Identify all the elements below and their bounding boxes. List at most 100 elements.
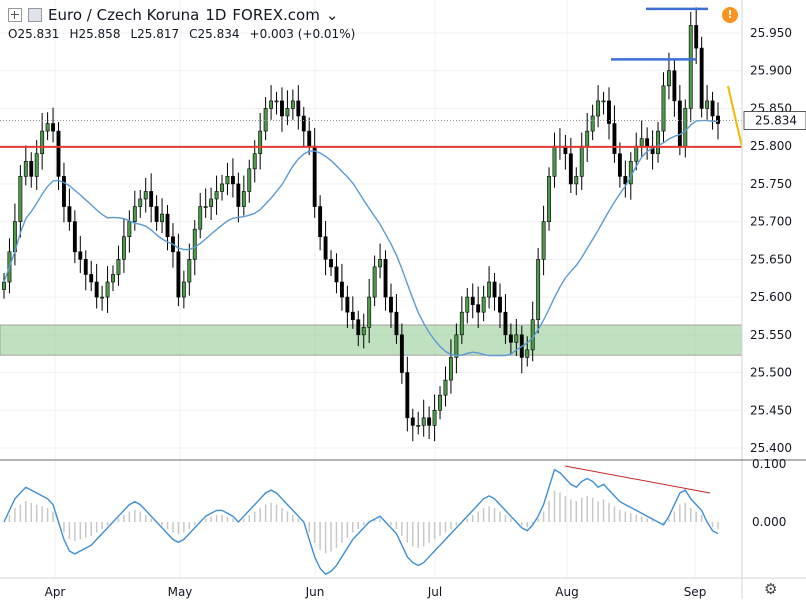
time-tick-label: Jul (427, 585, 442, 599)
candle (247, 168, 252, 192)
candle (459, 311, 464, 336)
change-value: +0.003 (+0.01%) (249, 27, 356, 41)
candle (503, 311, 508, 336)
candle (470, 296, 475, 305)
candle (318, 206, 323, 238)
last-price-label: 25.834 (755, 114, 797, 128)
candle (269, 100, 274, 109)
close-value: C25.834 (189, 27, 240, 41)
candle (579, 145, 584, 177)
symbol-header: Euro / Czech Koruna 1D FOREX.com ⌄ (8, 6, 338, 24)
candle (143, 191, 148, 200)
candle (67, 206, 72, 222)
candle (105, 281, 110, 298)
candle (432, 409, 437, 426)
pair-title[interactable]: Euro / Czech Koruna (48, 6, 200, 24)
time-tick-label: Sep (684, 585, 707, 599)
candle (187, 259, 192, 283)
price-tick-label: 25.450 (750, 403, 792, 417)
candle (508, 334, 513, 343)
oscillator-line (3, 468, 719, 576)
time-tick-label: Jun (305, 585, 325, 599)
candle (138, 198, 143, 207)
candle (116, 259, 121, 275)
candle (514, 334, 519, 343)
candle (149, 191, 154, 207)
candle (688, 25, 693, 109)
candle (236, 183, 241, 207)
candle (405, 372, 410, 419)
candle (252, 153, 257, 170)
candle (241, 191, 246, 207)
price-axis (742, 0, 806, 599)
candle (329, 259, 333, 268)
candle (634, 145, 639, 162)
candle (132, 206, 137, 222)
candle (590, 115, 595, 132)
candle (127, 221, 132, 238)
candle (367, 296, 372, 328)
price-tick-label: 25.500 (750, 366, 792, 380)
time-tick-label: Apr (45, 585, 66, 599)
candle (383, 259, 388, 298)
candle (443, 379, 448, 396)
candle (285, 108, 290, 117)
price-tick-label: 25.550 (750, 328, 792, 342)
oscillator-tick-label: 0.000 (752, 515, 786, 529)
candle (661, 85, 666, 132)
candle (389, 296, 393, 313)
price-tick-label: 25.750 (750, 177, 792, 191)
candle (89, 274, 94, 283)
candle (290, 100, 295, 109)
candle (481, 296, 486, 313)
candle (372, 266, 377, 298)
candle (454, 334, 459, 358)
interval-label[interactable]: 1D (205, 6, 227, 24)
compare-icon[interactable] (28, 8, 42, 22)
candle (296, 100, 301, 117)
candle (345, 296, 350, 313)
candle (165, 213, 170, 238)
candle (100, 296, 105, 299)
candle (312, 145, 317, 207)
candle (410, 417, 415, 426)
candle (427, 417, 432, 426)
candle (2, 281, 6, 290)
candle (230, 176, 235, 185)
candle (656, 130, 660, 155)
candle (23, 160, 28, 177)
candle (334, 266, 339, 283)
candle (160, 213, 164, 222)
candle (465, 296, 470, 313)
candle (111, 274, 115, 283)
candle (628, 160, 633, 185)
candle (214, 191, 219, 200)
candle (552, 145, 557, 177)
candle (94, 281, 99, 298)
chevron-down-icon[interactable]: ⌄ (325, 6, 339, 24)
candle (421, 417, 426, 426)
candle (263, 108, 268, 132)
open-value: O25.831 (8, 27, 60, 41)
candle (62, 176, 66, 207)
candle (525, 349, 530, 358)
candle (339, 281, 344, 298)
last-price-badge (743, 111, 806, 130)
gear-icon[interactable]: ⚙ (764, 580, 778, 598)
add-symbol-icon[interactable] (8, 8, 22, 22)
candle (176, 251, 181, 298)
candle (280, 100, 284, 117)
warning-icon[interactable]: ! (722, 7, 738, 23)
price-tick-label: 25.650 (750, 252, 792, 266)
price-tick-label: 25.800 (750, 139, 792, 153)
price-tick-label: 25.950 (750, 26, 792, 40)
candle (623, 176, 628, 185)
candle (492, 281, 497, 298)
candle (258, 130, 263, 155)
candle (438, 394, 442, 411)
source-label[interactable]: FOREX.com (232, 6, 320, 24)
candle (683, 108, 688, 147)
candle (394, 311, 399, 336)
candle (323, 236, 328, 260)
